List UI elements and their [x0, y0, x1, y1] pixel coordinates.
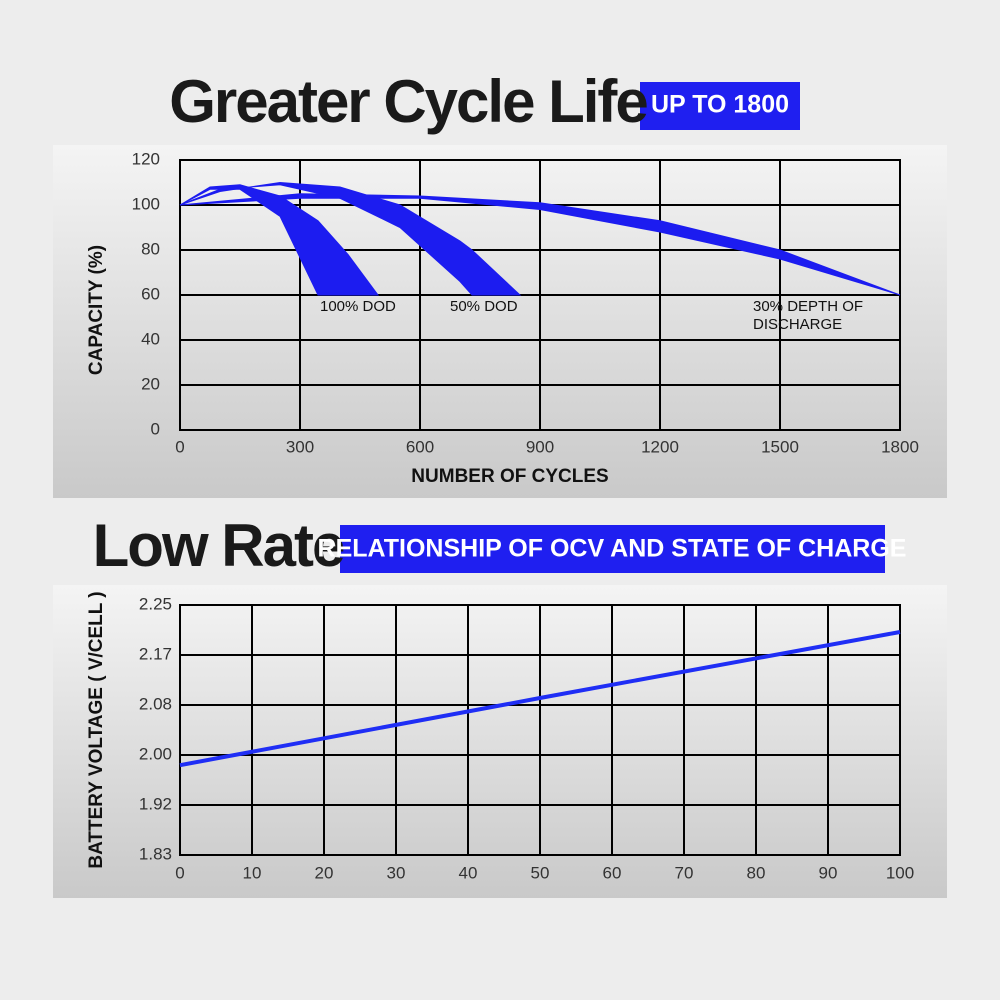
y-tick-label: 100 — [132, 194, 160, 213]
y-tick-label: 1.92 — [139, 794, 172, 813]
x-tick-label: 60 — [603, 863, 622, 882]
y-tick-label: 2.25 — [139, 594, 172, 613]
x-tick-label: 600 — [406, 437, 434, 456]
y-axis-label: CAPACITY (%) — [86, 245, 107, 375]
y-tick-label: 2.00 — [139, 744, 172, 763]
band-label-box: 100% DOD — [320, 298, 396, 315]
y-tick-label: 2.17 — [139, 644, 172, 663]
y-tick-label: 120 — [132, 149, 160, 168]
x-tick-label: 20 — [315, 863, 334, 882]
y-tick-label: 1.83 — [139, 844, 172, 863]
y-tick-label: 40 — [141, 329, 160, 348]
chart-title: Low Rate — [93, 512, 344, 579]
chart-title: Greater Cycle Life — [169, 68, 647, 135]
x-tick-label: 1500 — [761, 437, 799, 456]
y-tick-label: 0 — [151, 419, 160, 438]
x-tick-label: 0 — [175, 863, 184, 882]
x-tick-label: 40 — [459, 863, 478, 882]
band-label: 30% DEPTH OF DISCHARGE — [753, 298, 864, 333]
band-area — [179, 181, 522, 296]
x-tick-label: 1200 — [641, 437, 679, 456]
y-tick-label: 60 — [141, 284, 160, 303]
band-area — [179, 184, 379, 296]
panel — [53, 585, 947, 898]
x-tick-label: 100 — [886, 863, 914, 882]
badge: UP TO 1800 — [651, 91, 789, 119]
x-tick-label: 70 — [675, 863, 694, 882]
y-tick-label: 20 — [141, 374, 160, 393]
x-tick-label: 0 — [175, 437, 184, 456]
x-axis-label: NUMBER OF CYCLES — [411, 466, 608, 487]
badge: RELATIONSHIP OF OCV AND STATE OF CHARGE — [318, 535, 907, 563]
badge-box — [340, 525, 885, 573]
band-label: 100% DOD — [320, 298, 396, 315]
line — [179, 630, 901, 768]
band-label-box: 50% DOD — [450, 298, 518, 315]
x-tick-label: 10 — [243, 863, 262, 882]
x-tick-label: 80 — [747, 863, 766, 882]
x-tick-label: 1800 — [881, 437, 919, 456]
band-label-box: 30% DEPTH OF DISCHARGE — [753, 298, 864, 333]
x-tick-label: 30 — [387, 863, 406, 882]
x-tick-label: 900 — [526, 437, 554, 456]
band-area — [179, 193, 901, 296]
x-tick-label: 90 — [819, 863, 838, 882]
y-tick-label: 80 — [141, 239, 160, 258]
y-axis-label: BATTERY VOLTAGE ( V/CELL ) — [86, 591, 107, 868]
x-tick-label: 50 — [531, 863, 550, 882]
band-label: 50% DOD — [450, 298, 518, 315]
badge-box — [640, 82, 800, 130]
x-tick-label: 300 — [286, 437, 314, 456]
y-tick-label: 2.08 — [139, 694, 172, 713]
